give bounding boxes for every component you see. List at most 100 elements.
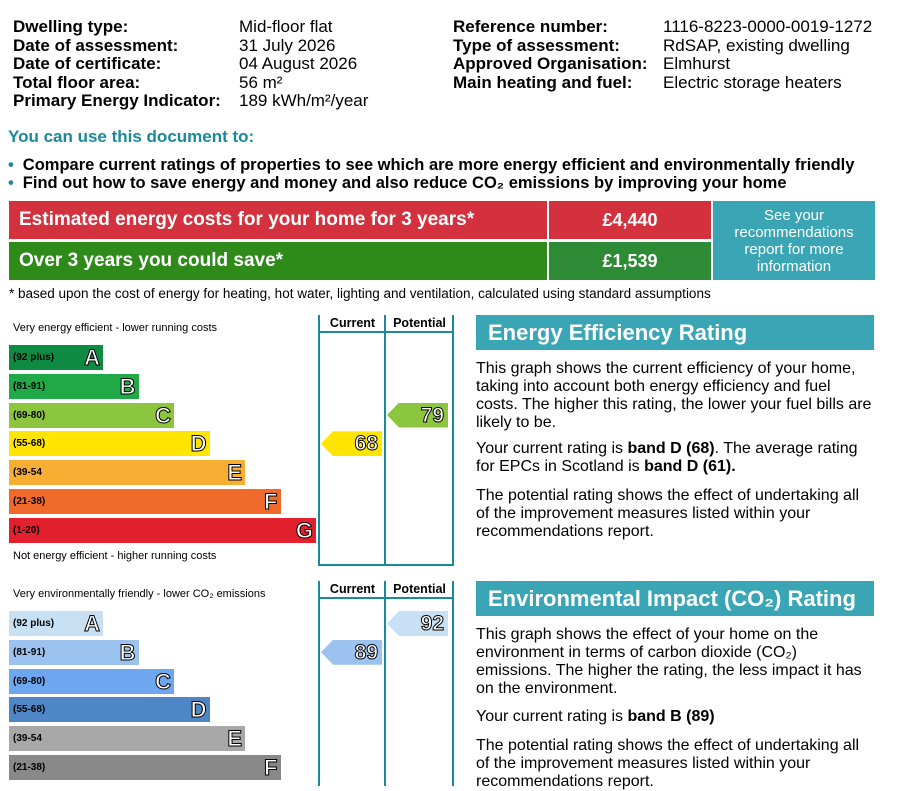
eer-p2: Your current rating is band D (68). The …: [476, 440, 876, 476]
energy-band-c: (69-80) C: [9, 402, 174, 428]
env-band-letter: C: [155, 668, 172, 694]
energy-potential-pointer: 79: [387, 402, 448, 428]
env-band-range: (69-80): [13, 675, 46, 687]
energy-band-letter: F: [264, 488, 278, 514]
energy-band-letter: E: [227, 460, 243, 486]
label-floor-area: Total floor area:: [13, 72, 141, 92]
energy-band-range: (81-91): [13, 380, 46, 392]
env-potential-pointer: 92: [387, 611, 448, 636]
header-left-labels: Dwelling type: Date of assessment: Date …: [13, 17, 221, 111]
eer-p2-band-average: band D (61).: [644, 458, 736, 475]
estimated-costs-value: £4,440: [549, 201, 711, 239]
energy-band-b: (81-91) B: [9, 373, 139, 399]
env-band-range: (39-54: [13, 733, 42, 744]
bullet-icon: •: [8, 174, 14, 192]
header-right-values: 1116-8223-0000-0019-1272 RdSAP, existing…: [663, 17, 873, 92]
env-band-letter: E: [227, 726, 243, 752]
energy-band-e: (39-54 E: [9, 460, 245, 486]
eir-p3: The potential rating shows the effect of…: [476, 737, 860, 790]
recommendations-text: See your recommendations report for more…: [734, 206, 854, 275]
energy-top-caption: Very energy efficient - lower running co…: [13, 322, 218, 334]
bullet-icon: •: [8, 156, 14, 174]
energy-band-range: (92 plus): [13, 352, 55, 363]
uses-bullet-1-text: Compare current ratings of properties to…: [22, 156, 855, 174]
eer-p2-pre: Your current rating is: [476, 440, 628, 457]
value-dwelling-type: Mid-floor flat: [239, 17, 333, 36]
energy-band-letter: D: [190, 431, 207, 457]
label-dwelling-type: Dwelling type:: [13, 17, 129, 36]
energy-band-d: (55-68) D: [9, 431, 210, 457]
eir-title: Environmental Impact (CO₂) Rating: [476, 581, 874, 616]
uses-bullet-2: • Find out how to save energy and money a…: [8, 174, 787, 193]
eer-p3: The potential rating shows the effect of…: [476, 487, 860, 540]
env-potential-value: 92: [420, 612, 444, 636]
value-approved-org: Elmhurst: [663, 54, 731, 73]
savings-value: £1,539: [549, 242, 711, 280]
env-band-d: (55-68) D: [9, 697, 210, 723]
value-reference-number: 1116-8223-0000-0019-1272: [663, 17, 873, 36]
eir-p2-band-current: band B (89): [627, 708, 715, 725]
energy-current-header: Current: [329, 316, 376, 330]
recommendations-link[interactable]: See your recommendations report for more…: [713, 201, 875, 280]
header-right-labels: Reference number: Type of assessment: Ap…: [453, 17, 648, 92]
value-floor-area: 56 m²: [239, 72, 283, 92]
env-band-range: (81-91): [13, 646, 46, 658]
value-date-certificate: 04 August 2026: [239, 54, 358, 73]
eer-p2-mid: . The average rating for EPCs in Scotlan…: [476, 440, 858, 475]
value-date-assessment: 31 July 2026: [239, 35, 336, 55]
estimated-costs-label: Estimated energy costs for your home for…: [9, 201, 547, 239]
env-band-e: (39-54 E: [9, 726, 245, 752]
eir-p2: Your current rating is band B (89): [476, 708, 876, 726]
energy-band-range: (21-38): [13, 495, 46, 507]
env-band-c: (69-80) C: [9, 668, 174, 694]
env-band-letter: F: [264, 754, 278, 780]
label-reference-number: Reference number:: [453, 17, 608, 36]
energy-band-letter: B: [119, 373, 136, 399]
energy-band-range: (1-20): [13, 524, 40, 536]
label-approved-org: Approved Organisation:: [453, 54, 648, 73]
uses-bullet-1: • Compare current ratings of properties t…: [8, 156, 854, 175]
env-potential-header: Potential: [393, 582, 446, 596]
energy-potential-value: 79: [420, 403, 444, 427]
energy-band-range: (69-80): [13, 409, 46, 421]
energy-band-g: (1-20) G: [9, 517, 316, 543]
energy-potential-header: Potential: [393, 316, 446, 330]
env-band-range: (21-38): [13, 761, 46, 773]
label-date-certificate: Date of certificate:: [13, 54, 162, 73]
uses-heading: You can use this document to:: [8, 127, 255, 146]
env-band-letter: B: [119, 639, 136, 665]
energy-current-pointer: 68: [321, 431, 382, 457]
energy-band-letter: A: [84, 345, 101, 371]
env-top-caption: Very environmentally friendly - lower CO…: [13, 588, 266, 600]
header-left-values: Mid-floor flat 31 July 2026 04 August 20…: [239, 17, 369, 111]
env-band-b: (81-91) B: [9, 639, 139, 665]
eer-title: Energy Efficiency Rating: [476, 315, 874, 350]
eir-p2-pre: Your current rating is: [476, 708, 628, 725]
energy-band-range: (39-54: [13, 467, 42, 478]
env-band-letter: D: [190, 697, 207, 723]
label-date-assessment: Date of assessment:: [13, 35, 179, 55]
env-current-pointer: 89: [321, 639, 382, 665]
uses-bullet-2-text: Find out how to save energy and money an…: [22, 174, 787, 192]
value-type-assessment: RdSAP, existing dwelling: [663, 35, 850, 55]
costs-footnote: * based upon the cost of energy for heat…: [9, 286, 711, 301]
label-primary-energy: Primary Energy Indicator:: [13, 91, 221, 110]
energy-band-letter: C: [155, 402, 172, 428]
value-main-heating: Electric storage heaters: [663, 72, 842, 92]
label-type-assessment: Type of assessment:: [453, 35, 620, 55]
env-band-range: (55-68): [13, 704, 46, 716]
energy-bottom-caption: Not energy efficient - higher running co…: [13, 550, 217, 562]
value-primary-energy: 189 kWh/m²/year: [239, 91, 369, 110]
energy-band-f: (21-38) F: [9, 488, 281, 514]
eer-p1: This graph shows the current efficiency …: [476, 360, 872, 431]
energy-band-letter: G: [295, 517, 313, 543]
eir-p1: This graph shows the effect of your home…: [476, 626, 862, 697]
energy-current-value: 68: [354, 432, 378, 456]
env-band-range: (92 plus): [13, 618, 55, 629]
env-band-f: (21-38) F: [9, 754, 281, 780]
env-band-a: (92 plus) A: [9, 611, 103, 637]
energy-band-range: (55-68): [13, 438, 46, 450]
label-main-heating: Main heating and fuel:: [453, 72, 633, 92]
env-current-header: Current: [329, 582, 376, 596]
energy-band-a: (92 plus) A: [9, 345, 103, 371]
